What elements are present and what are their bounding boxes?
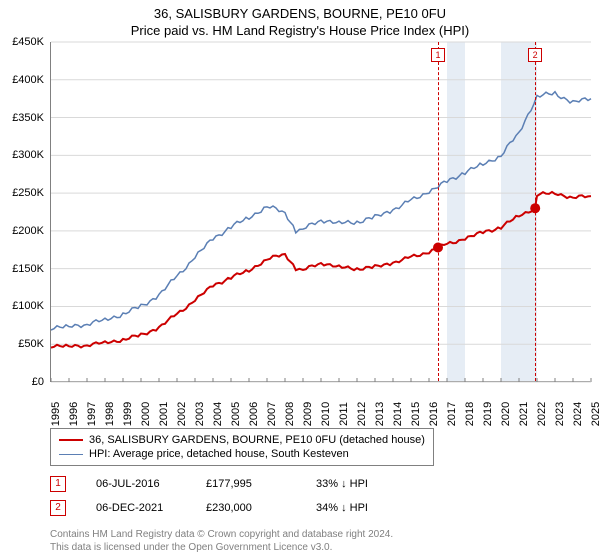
x-axis: 1995 1996 1997 1998 1999 2000 2001 2002 2003 2004… [50,384,590,424]
x-tick-label: 2000 [140,402,152,426]
y-tick-label: £250K [12,187,44,199]
transaction-row: 2 06-DEC-2021 £230,000 34% ↓ HPI [50,496,396,520]
x-tick-label: 2013 [374,402,386,426]
legend: 36, SALISBURY GARDENS, BOURNE, PE10 0FU … [50,428,434,466]
series-line [51,92,591,330]
x-tick-label: 2010 [320,402,332,426]
legend-swatch [59,454,83,455]
x-tick-label: 1998 [104,402,116,426]
x-tick-label: 2015 [410,402,422,426]
x-tick-label: 1995 [50,402,62,426]
x-tick-label: 2006 [248,402,260,426]
x-tick-label: 2003 [194,402,206,426]
transaction-row: 1 06-JUL-2016 £177,995 33% ↓ HPI [50,472,396,496]
transaction-number: 1 [50,476,66,492]
x-tick-label: 2016 [428,402,440,426]
y-tick-label: £350K [12,112,44,124]
x-tick-label: 2011 [338,402,350,426]
x-tick-label: 2005 [230,402,242,426]
x-tick-label: 2019 [482,402,494,426]
legend-swatch [59,439,83,441]
x-tick-label: 2024 [572,402,584,426]
footer-attribution: Contains HM Land Registry data © Crown c… [50,528,393,554]
transaction-number: 2 [50,500,66,516]
x-tick-label: 2017 [446,402,458,426]
x-tick-label: 1997 [86,402,98,426]
transaction-list: 1 06-JUL-2016 £177,995 33% ↓ HPI 2 06-DEC-202… [50,472,396,520]
x-tick-label: 2012 [356,402,368,426]
x-tick-label: 1999 [122,402,134,426]
y-axis: £0 £50K £100K £150K £200K £250K £300K £350K £400… [2,42,46,412]
x-tick-label: 2001 [158,402,170,426]
y-tick-label: £200K [12,225,44,237]
y-tick-label: £300K [12,149,44,161]
series-line [51,192,591,348]
legend-item: 36, SALISBURY GARDENS, BOURNE, PE10 0FU … [59,433,425,447]
x-tick-label: 2018 [464,402,476,426]
chart-area: £0£50K£100K£150K£200K£250K£300K£350K£400… [50,42,590,412]
x-tick-label: 2014 [392,402,404,426]
legend-label: 36, SALISBURY GARDENS, BOURNE, PE10 0FU … [89,434,425,446]
y-tick-label: £400K [12,74,44,86]
transaction-delta: 34% ↓ HPI [316,502,396,514]
x-tick-label: 2004 [212,402,224,426]
x-tick-label: 2020 [500,402,512,426]
x-tick-label: 2025 [590,402,600,426]
y-tick-label: £150K [12,263,44,275]
y-tick-label: £450K [12,36,44,48]
transaction-vline [438,42,439,381]
legend-label: HPI: Average price, detached house, Sout… [89,448,349,460]
plot-area: 12 [50,42,590,382]
chart-title-address: 36, SALISBURY GARDENS, BOURNE, PE10 0FU [0,0,600,21]
x-tick-label: 2008 [284,402,296,426]
transaction-delta: 33% ↓ HPI [316,478,396,490]
x-tick-label: 2002 [176,402,188,426]
transaction-date: 06-JUL-2016 [96,478,176,490]
transaction-vline [535,42,536,381]
x-tick-label: 2021 [518,402,530,426]
chart-container: 36, SALISBURY GARDENS, BOURNE, PE10 0FU … [0,0,600,560]
chart-subtitle: Price paid vs. HM Land Registry's House … [0,21,600,42]
transaction-price: £230,000 [206,502,286,514]
transaction-date: 06-DEC-2021 [96,502,176,514]
footer-line1: Contains HM Land Registry data © Crown c… [50,528,393,541]
y-tick-label: £50K [18,338,44,350]
x-tick-label: 2022 [536,402,548,426]
footer-line2: This data is licensed under the Open Gov… [50,541,393,554]
transaction-price: £177,995 [206,478,286,490]
x-tick-label: 1996 [68,402,80,426]
x-tick-label: 2007 [266,402,278,426]
transaction-marker-label: 2 [528,48,542,62]
transaction-marker-label: 1 [431,48,445,62]
y-tick-label: £0 [32,376,44,388]
x-tick-label: 2009 [302,402,314,426]
y-tick-label: £100K [12,300,44,312]
x-tick-label: 2023 [554,402,566,426]
legend-item: HPI: Average price, detached house, Sout… [59,447,425,461]
